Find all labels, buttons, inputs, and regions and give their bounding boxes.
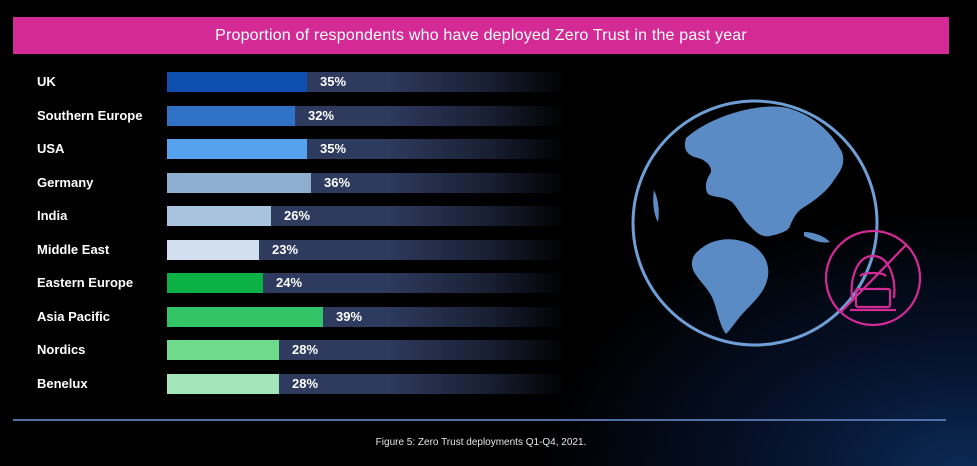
category-label: Southern Europe bbox=[37, 108, 143, 123]
category-label: Asia Pacific bbox=[37, 309, 110, 324]
bar bbox=[167, 340, 279, 360]
bar bbox=[167, 273, 263, 293]
data-label: 32% bbox=[308, 108, 335, 123]
category-label: Nordics bbox=[37, 342, 86, 357]
category-label: USA bbox=[37, 141, 65, 156]
data-label: 36% bbox=[324, 175, 351, 190]
bar bbox=[167, 206, 271, 226]
bar bbox=[167, 374, 279, 394]
data-label: 39% bbox=[336, 309, 363, 324]
category-label: India bbox=[37, 208, 68, 223]
figure-caption: Figure 5: Zero Trust deployments Q1-Q4, … bbox=[375, 437, 587, 448]
hacker-icon bbox=[824, 229, 922, 327]
data-label: 35% bbox=[320, 74, 347, 89]
bar bbox=[167, 72, 307, 92]
data-label: 35% bbox=[320, 141, 347, 156]
bar bbox=[167, 240, 259, 260]
globe-illustration bbox=[631, 99, 922, 347]
category-label: Eastern Europe bbox=[37, 275, 134, 290]
data-label: 28% bbox=[292, 342, 319, 357]
bar-track bbox=[167, 240, 567, 260]
category-label: Germany bbox=[37, 175, 94, 190]
bar-track bbox=[167, 273, 567, 293]
bar bbox=[167, 173, 311, 193]
data-label: 28% bbox=[292, 376, 319, 391]
bar bbox=[167, 139, 307, 159]
globe-icon bbox=[631, 99, 879, 347]
bar bbox=[167, 106, 295, 126]
category-label: Benelux bbox=[37, 376, 88, 391]
category-label: Middle East bbox=[37, 242, 110, 257]
data-label: 23% bbox=[272, 242, 299, 257]
chart-title: Proportion of respondents who have deplo… bbox=[13, 17, 949, 54]
divider bbox=[13, 419, 946, 421]
data-label: 26% bbox=[284, 208, 311, 223]
bar bbox=[167, 307, 323, 327]
category-label: UK bbox=[37, 74, 56, 89]
data-label: 24% bbox=[276, 275, 303, 290]
